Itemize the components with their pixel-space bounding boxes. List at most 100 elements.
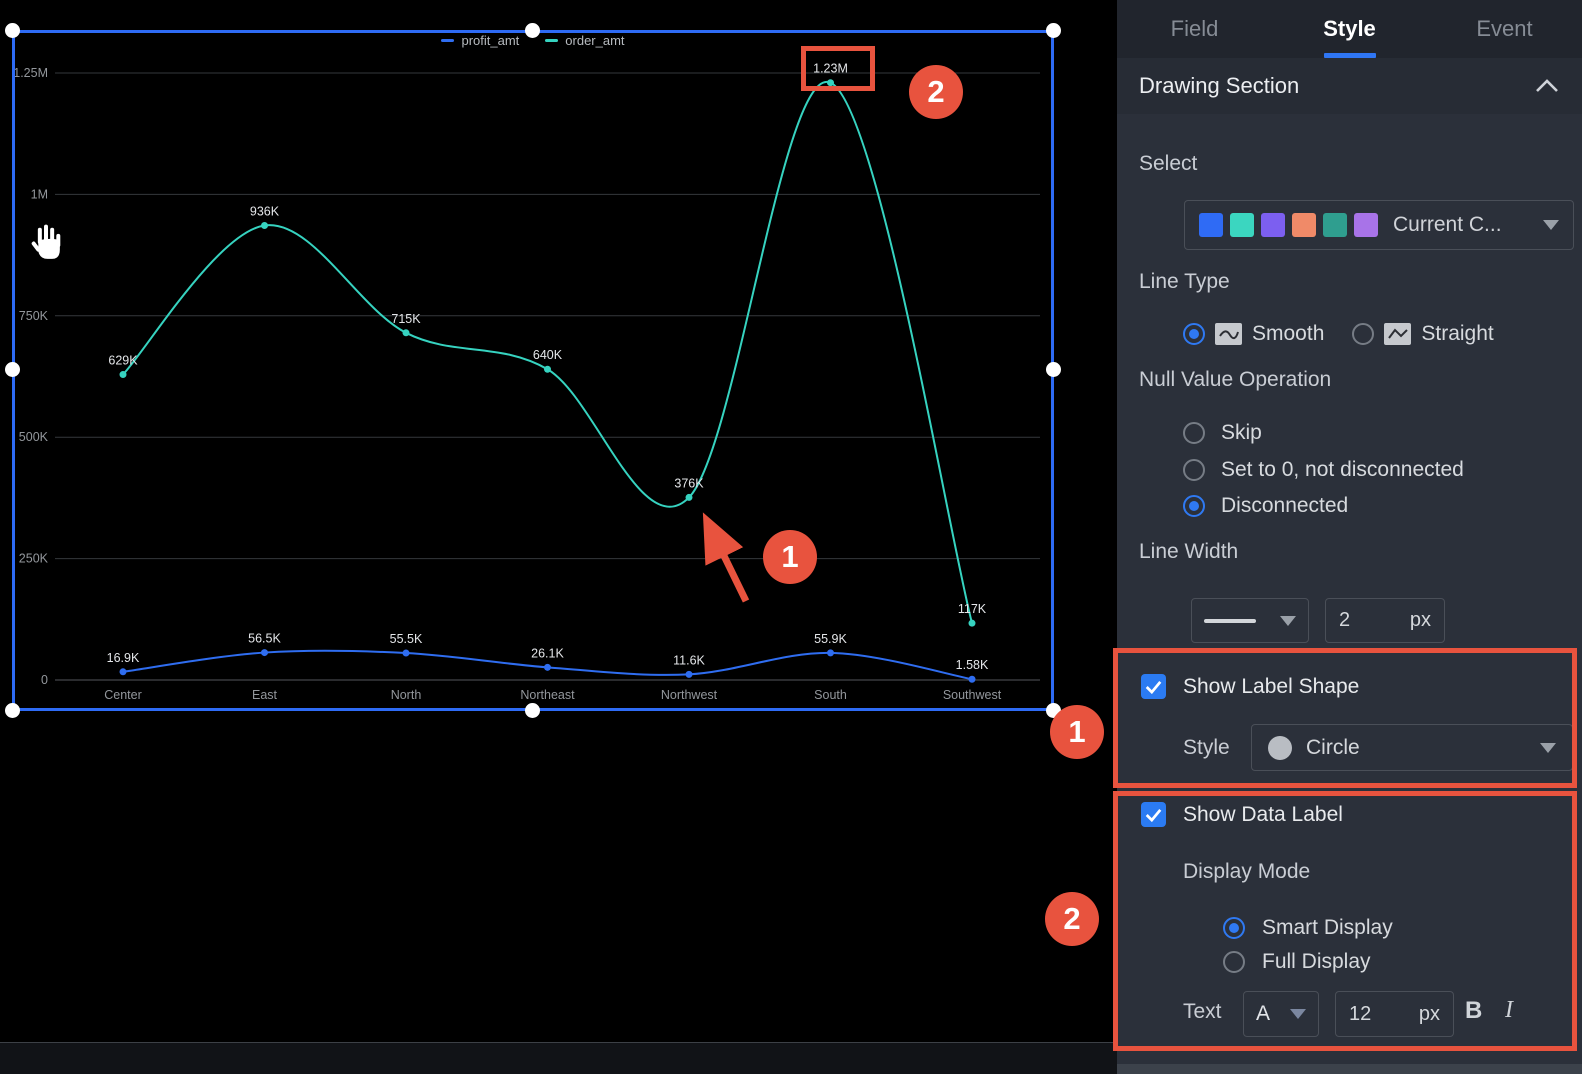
tab-field-label: Field	[1170, 16, 1219, 41]
section-title: Drawing Section	[1139, 73, 1300, 98]
svg-text:376K: 376K	[674, 476, 704, 490]
line-type-options: Smooth Straight	[1183, 322, 1494, 346]
color-swatch	[1199, 213, 1223, 237]
italic-button[interactable]: I	[1505, 997, 1513, 1023]
resize-handle-e[interactable]	[1046, 362, 1061, 377]
chevron-down-icon	[1290, 1009, 1306, 1019]
svg-text:26.1K: 26.1K	[531, 646, 564, 660]
radio-set-zero[interactable]	[1183, 459, 1205, 481]
font-size-input[interactable]	[1349, 1002, 1391, 1026]
tab-style-label: Style	[1323, 16, 1376, 41]
show-data-label-label: Show Data Label	[1183, 803, 1343, 826]
svg-text:250K: 250K	[19, 552, 49, 566]
font-dropdown[interactable]: A	[1243, 991, 1319, 1037]
line-width-label: Line Width	[1139, 540, 1239, 563]
legend-label: order_amt	[565, 33, 625, 48]
shape-style-dropdown[interactable]: Circle	[1251, 724, 1573, 771]
hand-cursor-icon	[31, 224, 61, 259]
resize-handle-nw[interactable]	[5, 23, 20, 38]
line-chart: 0 250K 500K 750K 1M 1.25M Center East North North…	[13, 62, 1040, 702]
svg-text:Center: Center	[104, 688, 142, 702]
smart-display-label: Smart Display	[1262, 916, 1393, 939]
svg-text:Southwest: Southwest	[943, 688, 1002, 702]
svg-text:North: North	[391, 688, 422, 702]
svg-text:56.5K: 56.5K	[248, 632, 281, 646]
legend-label: profit_amt	[461, 33, 520, 48]
bold-button[interactable]: B	[1465, 997, 1483, 1024]
svg-text:117K: 117K	[958, 602, 987, 616]
resize-handle-ne[interactable]	[1046, 23, 1061, 38]
resize-handle-s[interactable]	[525, 703, 540, 718]
svg-text:16.9K: 16.9K	[107, 651, 140, 665]
color-swatches	[1199, 213, 1378, 237]
svg-text:629K: 629K	[108, 354, 138, 368]
radio-full-display[interactable]	[1223, 951, 1245, 973]
font-dropdown-value: A	[1256, 1002, 1271, 1025]
line-width-input-box[interactable]: px	[1325, 598, 1445, 643]
svg-text:0: 0	[41, 673, 48, 687]
chevron-down-icon	[1280, 615, 1296, 626]
svg-text:1M: 1M	[31, 187, 48, 201]
line-style-dropdown[interactable]	[1191, 598, 1309, 643]
svg-text:11.6K: 11.6K	[673, 653, 705, 667]
line-width-unit: px	[1409, 609, 1431, 631]
radio-straight[interactable]	[1352, 323, 1375, 345]
chart-legend: profit_amt order_amt	[12, 33, 1054, 48]
active-tab-underline	[1323, 53, 1376, 58]
show-label-shape-label: Show Label Shape	[1183, 675, 1360, 698]
color-scheme-value: Current C...	[1393, 213, 1502, 236]
drawing-section-header[interactable]: Drawing Section	[1117, 58, 1582, 114]
chevron-down-icon	[1543, 220, 1559, 230]
null-option-disconnected[interactable]: Disconnected	[1183, 494, 1348, 518]
set-zero-label: Set to 0, not disconnected	[1221, 458, 1464, 481]
svg-text:1.23M: 1.23M	[813, 62, 848, 76]
color-swatch	[1292, 213, 1316, 237]
legend-item[interactable]: profit_amt	[441, 33, 519, 48]
tab-event-label: Event	[1476, 16, 1533, 41]
svg-text:Northeast: Northeast	[520, 688, 575, 702]
chevron-up-icon[interactable]	[1534, 78, 1560, 94]
display-mode-label: Display Mode	[1183, 860, 1311, 883]
null-option-set-zero[interactable]: Set to 0, not disconnected	[1183, 458, 1464, 482]
font-size-input-box[interactable]: px	[1335, 991, 1454, 1037]
svg-text:1.58K: 1.58K	[956, 658, 989, 672]
svg-text:Northwest: Northwest	[661, 688, 718, 702]
text-label: Text	[1183, 1000, 1222, 1023]
display-mode-smart[interactable]: Smart Display	[1223, 916, 1393, 940]
svg-text:55.9K: 55.9K	[814, 632, 847, 646]
legend-dash	[545, 39, 559, 42]
color-swatch	[1354, 213, 1378, 237]
radio-smart-display[interactable]	[1223, 917, 1245, 939]
panel-bottom-strip	[1117, 1064, 1582, 1074]
radio-disconnected[interactable]	[1183, 495, 1205, 517]
annotation-arrow	[702, 512, 750, 603]
legend-item[interactable]: order_amt	[545, 33, 625, 48]
chevron-down-icon	[1540, 742, 1556, 753]
shape-style-label: Style	[1183, 736, 1230, 759]
color-swatch	[1323, 213, 1347, 237]
show-label-shape-checkbox[interactable]	[1141, 674, 1166, 699]
tab-event[interactable]: Event	[1427, 0, 1582, 58]
check-icon	[1145, 680, 1162, 694]
resize-handle-sw[interactable]	[5, 703, 20, 718]
resize-handle-se[interactable]	[1046, 703, 1061, 718]
disconnected-label: Disconnected	[1221, 494, 1349, 517]
show-data-label-checkbox[interactable]	[1141, 802, 1166, 827]
color-scheme-dropdown[interactable]: Current C...	[1184, 200, 1574, 250]
line-width-input[interactable]	[1339, 609, 1379, 632]
svg-text:750K: 750K	[19, 309, 49, 323]
smooth-label: Smooth	[1252, 322, 1325, 345]
tab-field[interactable]: Field	[1117, 0, 1272, 58]
chart-canvas[interactable]: 0 250K 500K 750K 1M 1.25M Center East North North…	[0, 0, 1117, 1074]
radio-skip[interactable]	[1183, 422, 1205, 444]
resize-handle-w[interactable]	[5, 362, 20, 377]
null-option-skip[interactable]: Skip	[1183, 421, 1262, 445]
radio-smooth[interactable]	[1183, 323, 1205, 345]
display-mode-full[interactable]: Full Display	[1223, 950, 1371, 974]
svg-text:55.5K: 55.5K	[390, 632, 423, 646]
check-icon	[1145, 808, 1162, 822]
svg-text:1.25M: 1.25M	[13, 66, 48, 80]
tab-style[interactable]: Style	[1272, 0, 1427, 58]
resize-handle-n[interactable]	[525, 23, 540, 38]
